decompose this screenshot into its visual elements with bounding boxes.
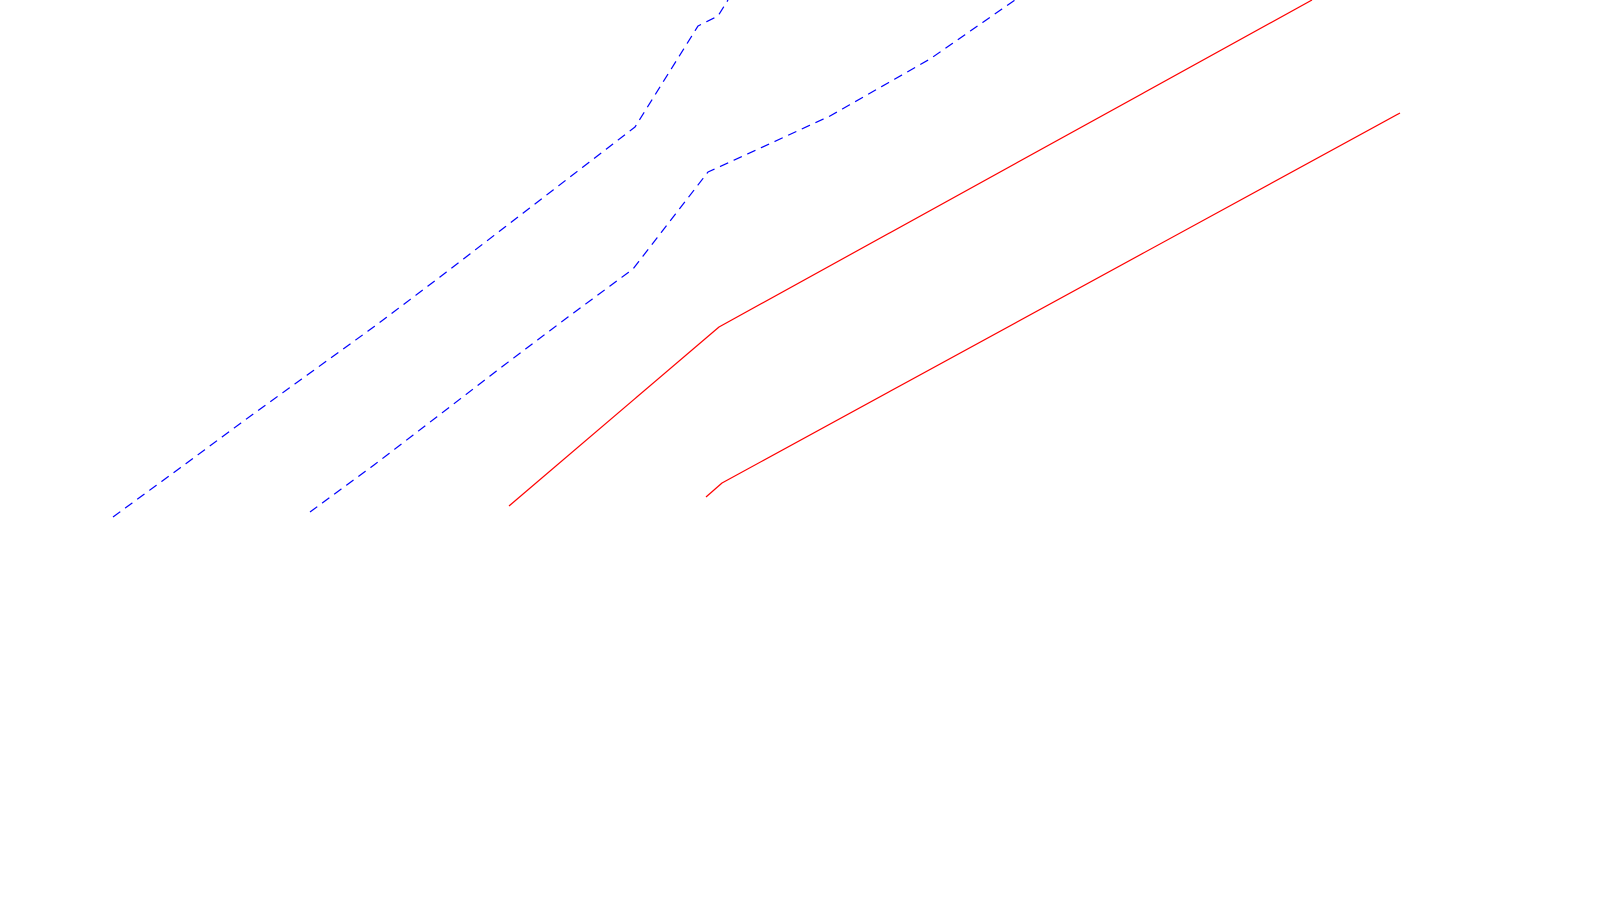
solid-line-2 bbox=[705, 112, 1401, 498]
dashed-line-1 bbox=[112, 0, 729, 518]
solid-line-1 bbox=[508, 0, 1313, 507]
